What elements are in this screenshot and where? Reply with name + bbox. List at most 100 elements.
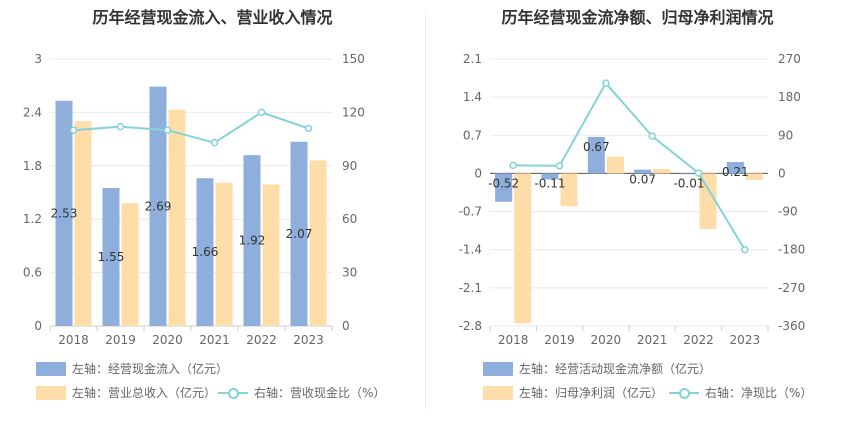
x-tick-label: 2021: [199, 333, 230, 347]
bar-cash-inflow: [196, 178, 214, 326]
data-label: 2.69: [145, 199, 172, 213]
legend-line-swatch: [218, 386, 248, 400]
ratio-point: [648, 132, 656, 140]
data-label: 1.66: [192, 245, 219, 259]
y-right-tick-label: 60: [342, 212, 357, 226]
bar-cash-inflow: [149, 86, 167, 326]
bar-net-profit: [699, 173, 717, 230]
bar-net-profit: [560, 173, 578, 207]
y-left-tick-label: 1.2: [23, 212, 42, 226]
bar-net-cash-flow: [587, 136, 605, 174]
bar-net-cash-flow: [634, 169, 652, 174]
y-left-tick-label: 0: [34, 319, 42, 333]
ratio-point: [69, 126, 78, 134]
data-label: 0.21: [722, 165, 749, 179]
x-tick-label: 2018: [58, 333, 89, 347]
legend-label: 右轴：净现比（%）: [705, 386, 813, 400]
legend-item-left-ratio[interactable]: 右轴：营收现金比（%）: [218, 384, 385, 401]
y-right-tick-label: -180: [778, 243, 805, 257]
y-left-tick-label: 3: [34, 52, 42, 66]
y-left-tick-label: 1.8: [23, 159, 42, 173]
ratio-point: [509, 161, 517, 170]
x-tick-label: 2019: [105, 333, 136, 347]
chart-title-right: 历年经营现金流净额、归母净利润情况: [501, 8, 774, 27]
y-right-tick-label: 120: [342, 105, 365, 119]
bar-cash-inflow: [102, 188, 120, 326]
y-left-tick-label: 0: [474, 166, 482, 180]
bar-revenue: [121, 203, 139, 326]
chart-title-left: 历年经营现金流入、营业收入情况: [92, 8, 333, 27]
y-left-tick-label: 0.7: [463, 128, 482, 142]
x-tick-label: 2019: [544, 333, 575, 347]
y-right-tick-label: -90: [778, 205, 798, 219]
legend-item-right-netcash[interactable]: 左轴：经营活动现金流净额（亿元）: [483, 360, 711, 377]
y-left-tick-label: 2.4: [23, 105, 42, 119]
x-tick-label: 2022: [683, 333, 714, 347]
x-tick-label: 2022: [246, 333, 277, 347]
legend-line-swatch: [669, 386, 699, 400]
bar-cash-inflow: [290, 141, 308, 326]
ratio-point: [163, 126, 172, 134]
data-label: -0.52: [488, 176, 519, 190]
ratio-point: [694, 169, 703, 177]
ratio-point: [116, 122, 125, 131]
bar-net-cash-flow: [541, 173, 559, 180]
y-left-tick-label: -2.8: [459, 319, 482, 333]
data-label: -0.01: [673, 176, 704, 190]
ratio-line: [73, 111, 309, 144]
bar-revenue: [309, 160, 327, 326]
legend-label: 左轴：经营现金流入（亿元）: [72, 362, 229, 376]
y-left-tick-label: -2.1: [459, 281, 482, 295]
legend-swatch: [483, 385, 513, 400]
bar-cash-inflow: [243, 155, 261, 326]
legend-swatch: [36, 385, 66, 400]
ratio-point: [304, 124, 313, 133]
y-left-tick-label: 1.4: [463, 90, 482, 104]
bar-net-profit: [514, 173, 532, 324]
legend-item-right-netprofit[interactable]: 左轴：归母净利润（亿元）: [483, 384, 663, 401]
data-label: 0.67: [583, 140, 610, 154]
bar-net-profit: [606, 156, 624, 174]
bar-revenue: [74, 121, 92, 326]
ratio-point: [257, 108, 266, 117]
y-right-tick-label: 150: [342, 52, 365, 66]
legend-item-right-ratio[interactable]: 右轴：净现比（%）: [669, 384, 812, 401]
legend-label: 右轴：营收现金比（%）: [254, 386, 386, 400]
ratio-point: [555, 162, 564, 170]
data-label: 2.07: [286, 227, 313, 241]
bar-net-cash-flow: [495, 173, 513, 202]
data-label: -0.11: [534, 176, 565, 190]
ratio-point: [210, 138, 219, 147]
y-right-tick-label: 0: [342, 319, 350, 333]
x-tick-label: 2018: [498, 333, 529, 347]
y-right-tick-label: 90: [778, 128, 793, 142]
legend-label: 左轴：归母净利润（亿元）: [519, 386, 664, 400]
bar-cash-inflow: [55, 100, 73, 326]
legend-swatch: [36, 361, 66, 376]
y-right-tick-label: 30: [342, 266, 357, 280]
legend-item-left-cashin[interactable]: 左轴：经营现金流入（亿元）: [36, 360, 228, 377]
ratio-point: [741, 245, 749, 254]
legend-label: 左轴：经营活动现金流净额（亿元）: [519, 362, 712, 376]
y-left-tick-label: -1.4: [459, 243, 482, 257]
ratio-point: [602, 79, 610, 87]
bar-revenue: [215, 182, 233, 326]
x-tick-label: 2020: [591, 333, 622, 347]
bar-revenue: [262, 184, 280, 326]
data-label: 1.92: [239, 234, 266, 248]
y-right-tick-label: 0: [778, 166, 786, 180]
y-right-tick-label: -270: [778, 281, 805, 295]
legend-label: 左轴：营业总收入（亿元）: [72, 386, 217, 400]
bar-revenue: [168, 109, 186, 326]
x-tick-label: 2021: [637, 333, 668, 347]
ratio-line: [513, 81, 746, 251]
legend-item-left-revenue[interactable]: 左轴：营业总收入（亿元）: [36, 384, 216, 401]
x-tick-label: 2023: [293, 333, 324, 347]
y-right-tick-label: -360: [778, 319, 805, 333]
x-tick-label: 2023: [730, 333, 761, 347]
y-right-tick-label: 90: [342, 159, 357, 173]
data-label: 0.07: [629, 173, 656, 187]
legend-swatch: [483, 361, 513, 376]
y-left-tick-label: -0.7: [459, 205, 482, 219]
